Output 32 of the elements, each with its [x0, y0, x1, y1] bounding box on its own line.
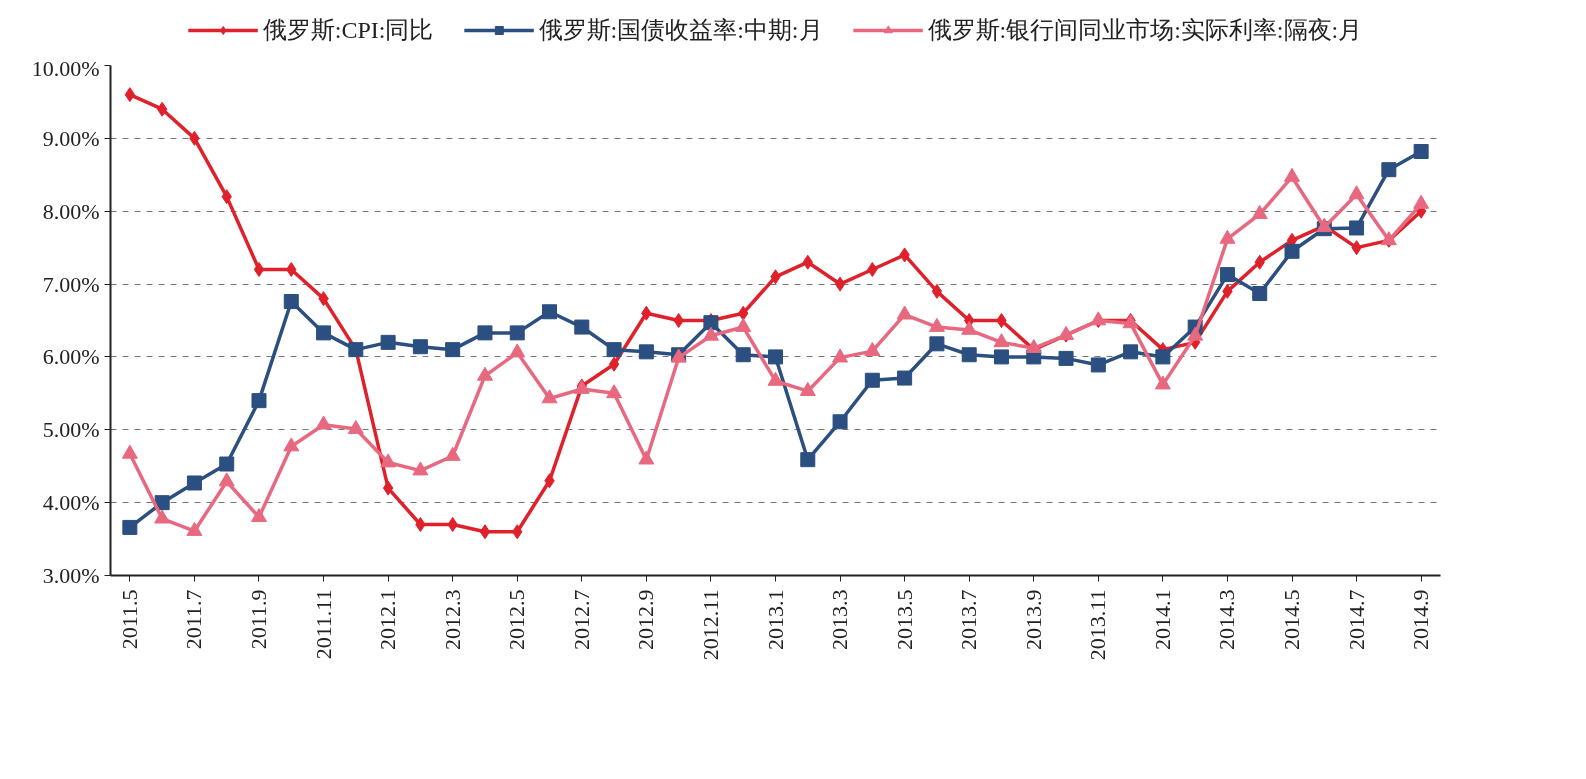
x-tick-label: 2014.3: [1214, 589, 1240, 650]
x-tick-label: 2012.11: [697, 589, 723, 661]
x-tick-label: 2013.9: [1020, 589, 1046, 650]
y-tick-label: 8.00%: [42, 198, 100, 224]
x-tick-label: 2013.5: [891, 589, 917, 650]
x-tick-label: 2011.11: [310, 589, 336, 660]
y-tick-label: 10.00%: [31, 55, 100, 81]
y-tick-label: 6.00%: [42, 344, 100, 370]
x-tick-label: 2012.9: [633, 589, 659, 650]
x-tick-label: 2011.9: [246, 589, 271, 650]
y-tick-label: 3.00%: [42, 563, 100, 588]
x-tick-label: 2014.1: [1149, 589, 1175, 650]
x-tick-label: 2011.7: [181, 589, 207, 650]
x-tick-label: 2014.7: [1343, 589, 1369, 650]
x-tick-label: 2013.11: [1085, 589, 1111, 661]
x-tick-label: 2014.5: [1279, 589, 1305, 650]
x-tick-label: 2012.1: [375, 589, 401, 650]
y-tick-label: 9.00%: [42, 125, 100, 151]
legend-label: 俄罗斯:国债收益率:中期:月: [538, 16, 823, 45]
x-tick-label: 2012.5: [504, 589, 530, 650]
x-tick-label: 2012.3: [439, 589, 465, 650]
y-tick-label: 4.00%: [42, 490, 100, 516]
legend-label: 俄罗斯:银行间同业市场:实际利率:隔夜:月: [927, 16, 1363, 45]
x-tick-label: 2011.5: [116, 589, 142, 650]
y-tick-label: 5.00%: [42, 417, 100, 443]
y-tick-label: 7.00%: [42, 271, 100, 297]
legend-label: 俄罗斯:CPI:同比: [262, 16, 434, 45]
x-tick-label: 2013.7: [956, 589, 982, 650]
x-tick-label: 2014.9: [1408, 589, 1434, 650]
x-tick-label: 2013.1: [762, 589, 788, 650]
x-tick-label: 2012.7: [568, 589, 594, 650]
x-tick-label: 2013.3: [827, 589, 853, 650]
